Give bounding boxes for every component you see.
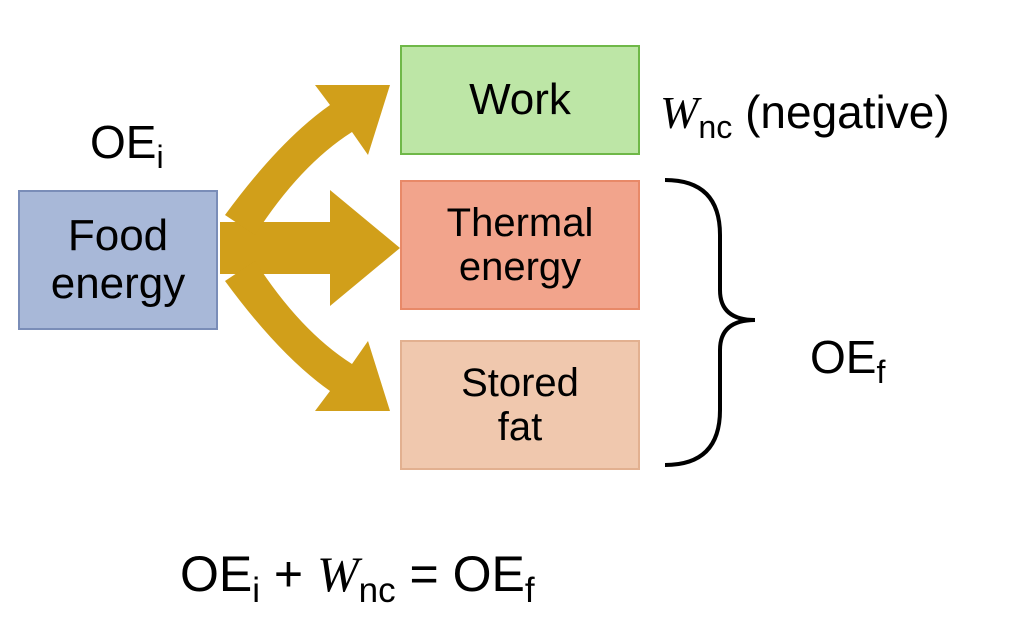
box-food-energy: Foodenergy	[18, 190, 218, 330]
label-oei: OEi	[90, 115, 164, 176]
box-fat-label: Storedfat	[461, 361, 579, 449]
box-stored-fat: Storedfat	[400, 340, 640, 470]
arrow-main	[220, 190, 400, 306]
arrow-up	[225, 85, 390, 235]
box-thermal-label: Thermalenergy	[447, 201, 594, 289]
label-wnc: Wnc (negative)	[660, 85, 950, 146]
box-work: Work	[400, 45, 640, 155]
brace-oef	[665, 180, 755, 465]
equation: OEi + Wnc = OEf	[180, 545, 535, 611]
energy-flow-diagram: Foodenergy Work Thermalenergy Storedfat …	[0, 0, 1024, 638]
box-food-label: Foodenergy	[51, 212, 186, 309]
box-work-label: Work	[469, 76, 571, 124]
arrow-down	[225, 261, 390, 411]
label-oef: OEf	[810, 330, 885, 391]
box-thermal-energy: Thermalenergy	[400, 180, 640, 310]
